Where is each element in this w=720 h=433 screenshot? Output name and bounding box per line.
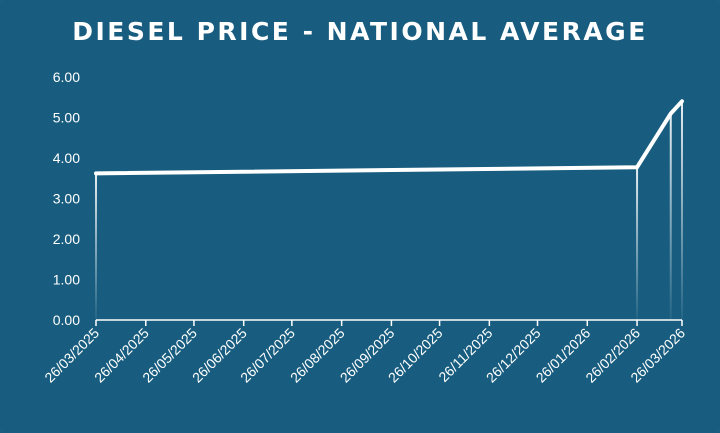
y-tick-label: 5.00 (53, 110, 80, 126)
chart-title: DIESEL PRICE - NATIONAL AVERAGE (72, 17, 648, 46)
y-tick-label: 3.00 (53, 191, 80, 207)
data-point (635, 165, 639, 169)
series-line (94, 99, 684, 176)
data-point (94, 171, 98, 175)
y-tick-label: 0.00 (53, 312, 80, 328)
drop-line (669, 113, 672, 320)
y-tick-label: 2.00 (53, 231, 80, 247)
y-tick-label: 6.00 (53, 69, 80, 85)
drop-line (95, 173, 97, 320)
data-point (669, 111, 673, 115)
drop-line (636, 167, 639, 320)
y-tick-label: 4.00 (53, 150, 80, 166)
drop-line (681, 101, 683, 320)
y-tick-label: 1.00 (53, 272, 80, 288)
data-point (680, 99, 684, 103)
